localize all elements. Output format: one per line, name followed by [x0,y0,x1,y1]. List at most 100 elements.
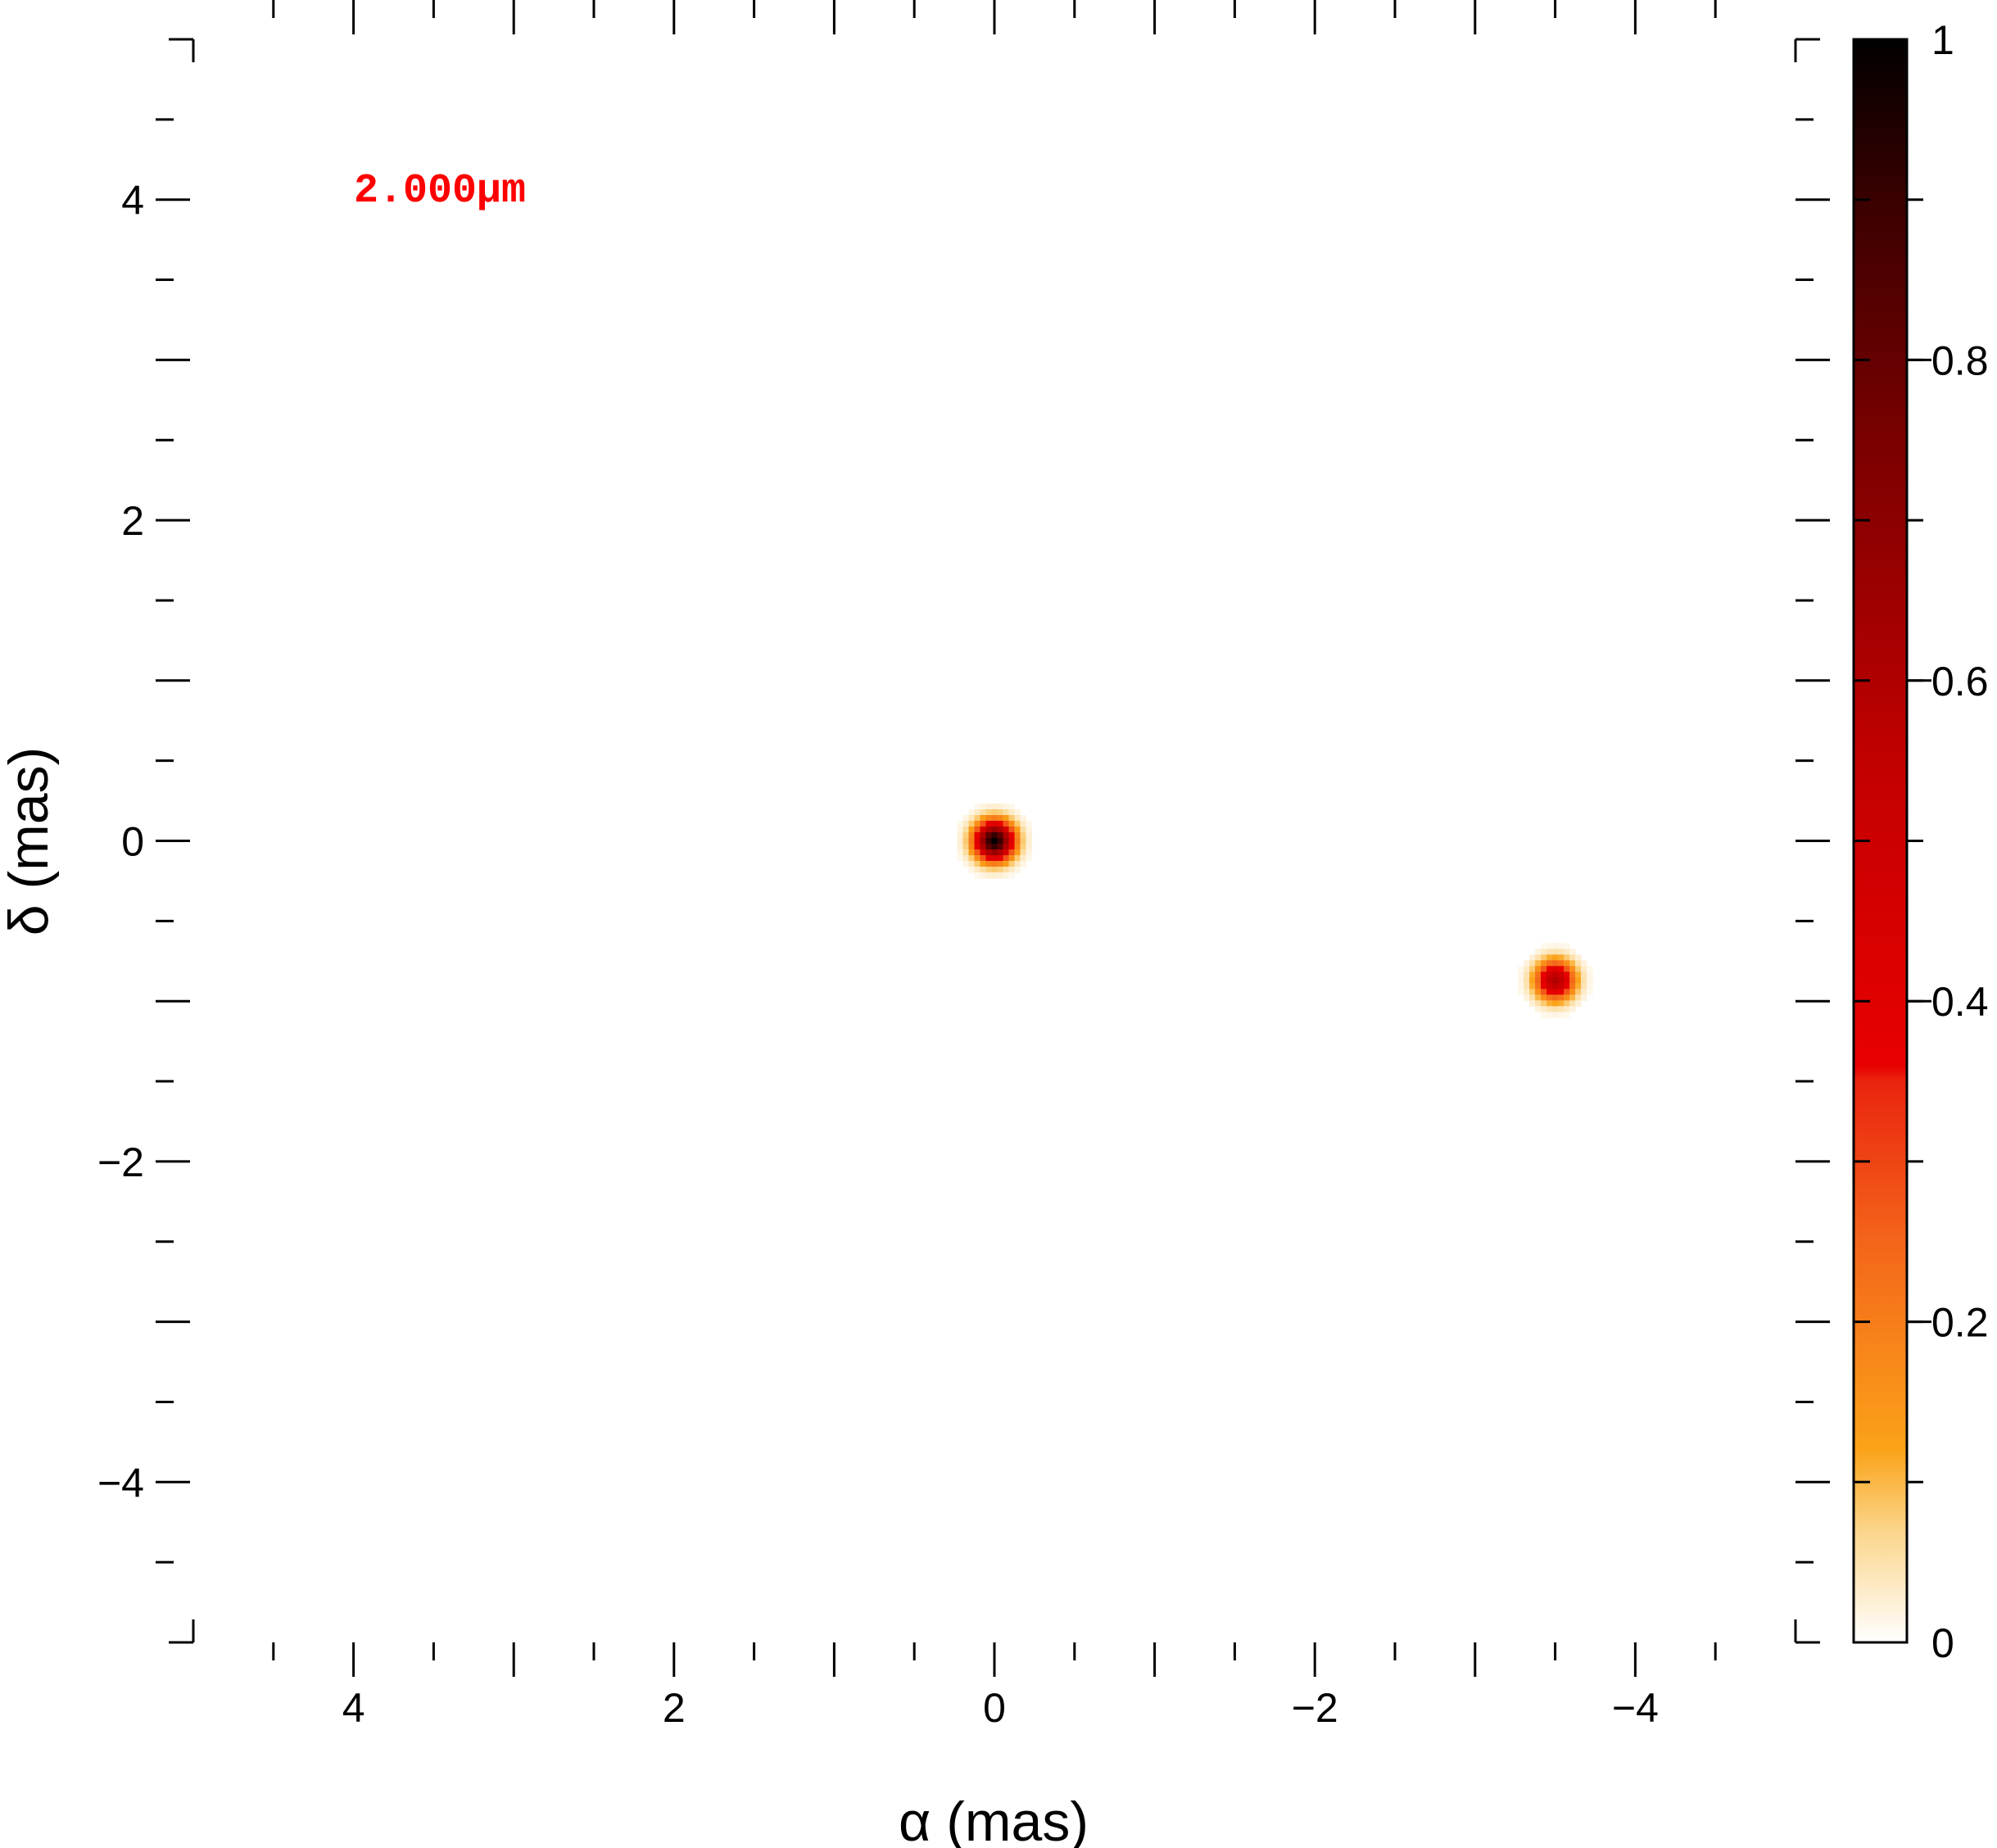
source-pixel [980,809,987,816]
source-pixel [1581,983,1587,990]
source-pixel [1003,804,1010,810]
source-pixel [985,861,993,867]
source-pixel [1569,1006,1576,1012]
source-pixel [1541,994,1547,1001]
source-pixel [974,827,981,833]
source-pixel [962,832,970,839]
source-pixel [1546,994,1553,1001]
source-pixel [997,849,1004,856]
source-pixel [1541,1006,1547,1012]
source-pixel [1581,960,1587,967]
source-pixel [1535,949,1542,955]
source-pixel [991,844,998,850]
source-pixel [1575,989,1582,995]
source-pixel [962,844,970,850]
source-pixel [1569,977,1576,984]
source-pixel [997,867,1004,873]
source-pixel [974,861,981,867]
source-pixel [968,861,976,867]
source-pixel [1558,954,1565,961]
source-pixel [1008,832,1016,839]
x-axis-title: α (mas) [899,1791,1089,1848]
source-pixel [1529,966,1536,972]
colorbar-tick-label: 0 [1931,1620,1954,1666]
source-pixel [1564,954,1570,961]
source-pixel [980,838,987,845]
source-pixel [1026,838,1033,845]
source-pixel [980,844,987,850]
source-pixel [991,855,998,862]
source-pixel [1014,844,1021,850]
source-pixel [1014,827,1021,833]
source-pixel [968,855,976,862]
source-pixel [1558,1000,1565,1007]
source-pixel [1581,977,1587,984]
source-pixel [985,844,993,850]
source-pixel [1524,983,1530,990]
source-pixel [1524,966,1530,972]
source-pixel [962,838,970,845]
source-pixel [1008,861,1016,867]
source-pixel [997,838,1004,845]
source-pixel [1026,855,1033,862]
source-pixel [1546,1000,1553,1007]
source-pixel [1524,989,1530,995]
source-pixel [974,821,981,827]
source-pixel [1546,954,1553,961]
source-pixel [1581,989,1587,995]
source-pixel [1575,994,1582,1001]
source-pixel [1524,994,1530,1001]
source-pixel [1020,827,1027,833]
source-pixel [1008,867,1016,873]
source-pixel [1541,1000,1547,1007]
source-0 [957,804,1033,879]
source-pixel [997,815,1004,822]
source-pixel [1524,977,1530,984]
source-pixel [1552,960,1559,967]
source-pixel [962,821,970,827]
source-pixel [1546,989,1553,995]
source-pixel [997,827,1004,833]
source-pixel [1564,977,1570,984]
source-pixel [1546,949,1553,955]
source-pixel [1558,983,1565,990]
source-pixel [974,867,981,873]
source-pixel [980,832,987,839]
source-pixel [974,815,981,822]
source-pixel [1026,827,1033,833]
y-axis-title: δ (mas) [0,747,60,936]
source-pixel [974,804,981,810]
source-pixel [1558,977,1565,984]
source-pixel [991,867,998,873]
source-pixel [1581,966,1587,972]
colorbar-tick-label: 0.6 [1931,659,1989,704]
source-pixel [1529,994,1536,1001]
source-pixel [1014,809,1021,816]
source-pixel [1535,1000,1542,1007]
source-pixel [1014,838,1021,845]
source-pixel [1546,1012,1553,1018]
source-pixel [974,872,981,879]
x-tick-label: 0 [983,1685,1006,1731]
source-pixel [962,815,970,822]
source-pixel [957,855,964,862]
source-pixel [962,855,970,862]
source-pixel [1535,954,1542,961]
wavelength-annotation: 2.000µm [354,168,526,215]
source-pixel [1552,966,1559,972]
source-pixel [1529,1000,1536,1007]
x-tick-label: −4 [1612,1685,1659,1731]
source-pixel [1026,849,1033,856]
source-pixel [1020,832,1027,839]
source-pixel [1564,989,1570,995]
source-pixel [1020,861,1027,867]
y-tick-label: 4 [121,178,144,224]
source-pixel [974,855,981,862]
source-pixel [968,838,976,845]
source-pixel [974,838,981,845]
source-pixel [1569,966,1576,972]
source-pixel [957,832,964,839]
source-pixel [968,867,976,873]
source-pixel [1008,844,1016,850]
source-pixel [1558,966,1565,972]
